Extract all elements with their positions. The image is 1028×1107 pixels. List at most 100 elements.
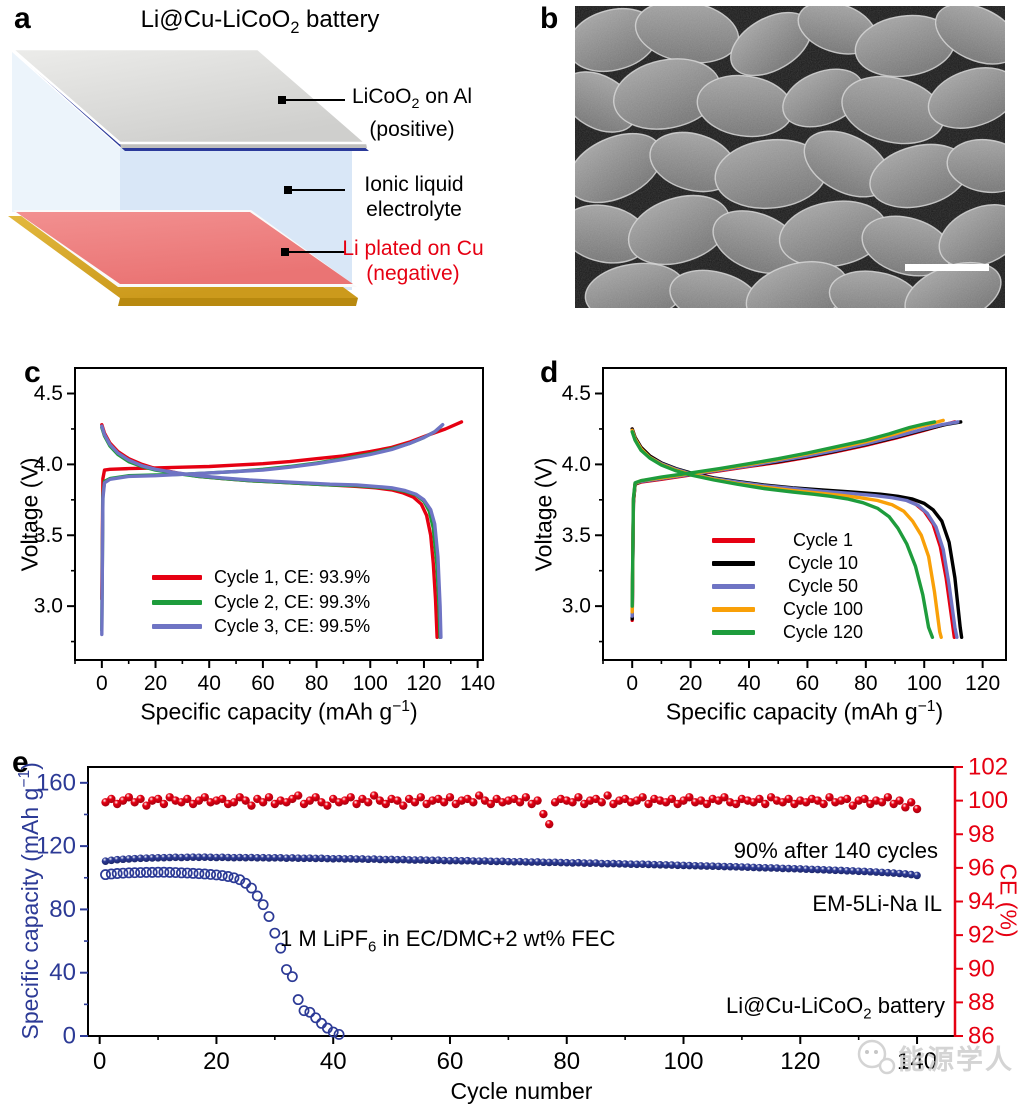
- legend-item: Cycle 50: [712, 575, 885, 597]
- svg-text:120: 120: [36, 833, 76, 860]
- legend-item: Cycle 1: [712, 529, 885, 551]
- e-left-axis-title: Specific capacity (mAh g−1): [16, 762, 43, 1040]
- li-plated-layer: [16, 212, 353, 284]
- svg-text:3.5: 3.5: [562, 524, 591, 547]
- svg-text:20: 20: [203, 1048, 230, 1075]
- svg-text:4.5: 4.5: [562, 382, 591, 405]
- svg-text:60: 60: [437, 1048, 464, 1075]
- scale-bar: [905, 264, 989, 271]
- sem-image: [575, 6, 1005, 308]
- annotation-carbonate-electrolyte: 1 M LiPF6 in EC/DMC+2 wt% FEC: [280, 926, 616, 956]
- c-y-axis-title: Voltage (V): [16, 457, 43, 572]
- callout-markers: [278, 96, 292, 256]
- svg-text:40: 40: [49, 959, 76, 986]
- svg-text:80: 80: [305, 672, 328, 695]
- svg-text:60: 60: [251, 672, 274, 695]
- chart-c-canvas: 0 20 40 60 80 100 120 140 3.0 3.5 4.0 4.5: [34, 367, 495, 695]
- legend-item: Cycle 120: [712, 621, 885, 643]
- panel-letter-a: a: [14, 2, 31, 35]
- legend-swatch-cycle10: [712, 560, 755, 566]
- svg-text:140: 140: [897, 1048, 937, 1075]
- svg-text:40: 40: [320, 1048, 347, 1075]
- electrolyte-left-face: [12, 52, 120, 212]
- battery-schematic: [8, 47, 370, 306]
- d-x-axis-title: Specific capacity (mAh g−1): [665, 698, 944, 725]
- panel-letter-b: b: [540, 2, 559, 35]
- panel-c: c 0 20 40 60 80 100 120 140 3.0 3.5 4.0 4.5 Voltage…: [0, 340, 514, 730]
- svg-text:20: 20: [144, 672, 167, 695]
- svg-text:0: 0: [63, 1023, 76, 1050]
- panel-e: e 0 20 40 60 80 100 120 140 0 40 80 120 160 86 88 90 92 9…: [0, 740, 1028, 1107]
- chart-d-canvas: 0 20 40 60 80 100 120 3.0 3.5 4.0 4.5: [562, 367, 1007, 695]
- legend-swatch-cycle3: [152, 623, 202, 629]
- legend-item: Cycle 2, CE: 99.3%: [152, 591, 370, 613]
- svg-text:40: 40: [198, 672, 221, 695]
- chart-e-canvas: 0 20 40 60 80 100 120 140 0 40 80 120 160 86 88 90 92 94 9…: [36, 754, 1008, 1076]
- svg-text:4.0: 4.0: [562, 453, 591, 476]
- svg-text:4.5: 4.5: [34, 382, 63, 405]
- svg-text:102: 102: [968, 754, 1008, 781]
- annotation-retention: 90% after 140 cycles: [733, 838, 938, 863]
- legend-swatch-cycle1: [712, 537, 755, 543]
- legend-swatch-cycle2: [152, 599, 202, 605]
- legend-swatch-cycle50: [712, 583, 755, 589]
- svg-text:120: 120: [406, 672, 441, 695]
- al-plate: [8, 47, 370, 145]
- legend-swatch-cycle100: [712, 606, 755, 612]
- svg-text:88: 88: [968, 989, 995, 1016]
- svg-text:90: 90: [968, 955, 995, 982]
- panel-b: b: [514, 0, 1028, 330]
- legend-item: Cycle 100: [712, 598, 885, 620]
- panel-a: a Li@Cu-LiCoO2 battery: [0, 0, 514, 330]
- svg-text:3.0: 3.0: [34, 595, 63, 618]
- svg-text:92: 92: [968, 922, 995, 949]
- svg-text:80: 80: [854, 672, 877, 695]
- sem-grain-overlay: [575, 6, 1005, 308]
- watermark-text: 能源学人: [898, 1044, 1014, 1075]
- svg-text:0: 0: [93, 1048, 106, 1075]
- svg-text:20: 20: [679, 672, 702, 695]
- svg-text:100: 100: [968, 787, 1008, 814]
- label-electrolyte: Ionic liquid electrolyte: [364, 173, 464, 221]
- svg-text:100: 100: [663, 1048, 703, 1075]
- watermark-logo-icon: [857, 1039, 896, 1075]
- watermark: 能源学人: [852, 1036, 1028, 1078]
- label-positive-electrode: LiCoO2 on Al (positive): [351, 85, 472, 142]
- annotation-il-electrolyte: EM-5Li-Na IL: [812, 891, 942, 916]
- legend-swatch-cycle120: [712, 629, 755, 635]
- label-negative-electrode: Li plated on Cu (negative): [342, 237, 484, 285]
- panel-letter-e: e: [12, 746, 29, 779]
- svg-text:4.0: 4.0: [34, 453, 63, 476]
- legend-swatch-cycle1: [152, 574, 202, 580]
- svg-text:100: 100: [907, 672, 942, 695]
- panel-letter-d: d: [540, 356, 559, 389]
- svg-text:86: 86: [968, 1023, 995, 1050]
- e-right-axis-title: CE (%): [995, 863, 1022, 938]
- svg-text:120: 120: [780, 1048, 820, 1075]
- panel-letter-c: c: [24, 356, 41, 389]
- svg-text:100: 100: [353, 672, 388, 695]
- svg-text:96: 96: [968, 854, 995, 881]
- cu-foil-edge: [118, 298, 358, 306]
- panel-d: d 0 20 40 60 80 100 120 3.0 3.5 4.0 4.5 Voltage (V…: [514, 340, 1028, 730]
- e-x-axis-title: Cycle number: [450, 1078, 593, 1104]
- svg-text:0: 0: [626, 672, 638, 695]
- svg-text:40: 40: [737, 672, 760, 695]
- legend-item: Cycle 10: [712, 552, 885, 574]
- legend-item: Cycle 3, CE: 99.5%: [152, 615, 370, 637]
- legend-item: Cycle 1, CE: 93.9%: [152, 566, 370, 588]
- svg-text:80: 80: [49, 896, 76, 923]
- svg-text:140: 140: [460, 672, 495, 695]
- panel-a-title: Li@Cu-LiCoO2 battery: [140, 6, 380, 37]
- callout-lines: [282, 99, 345, 253]
- svg-text:0: 0: [96, 672, 108, 695]
- svg-text:80: 80: [553, 1048, 580, 1075]
- c-x-axis-title: Specific capacity (mAh g−1): [140, 698, 418, 725]
- d-y-axis-title: Voltage (V): [530, 457, 557, 572]
- svg-text:94: 94: [968, 888, 995, 915]
- annotation-battery-type: Li@Cu-LiCoO2 battery: [726, 993, 945, 1023]
- svg-text:3.0: 3.0: [562, 595, 591, 618]
- svg-text:98: 98: [968, 821, 995, 848]
- svg-text:60: 60: [796, 672, 819, 695]
